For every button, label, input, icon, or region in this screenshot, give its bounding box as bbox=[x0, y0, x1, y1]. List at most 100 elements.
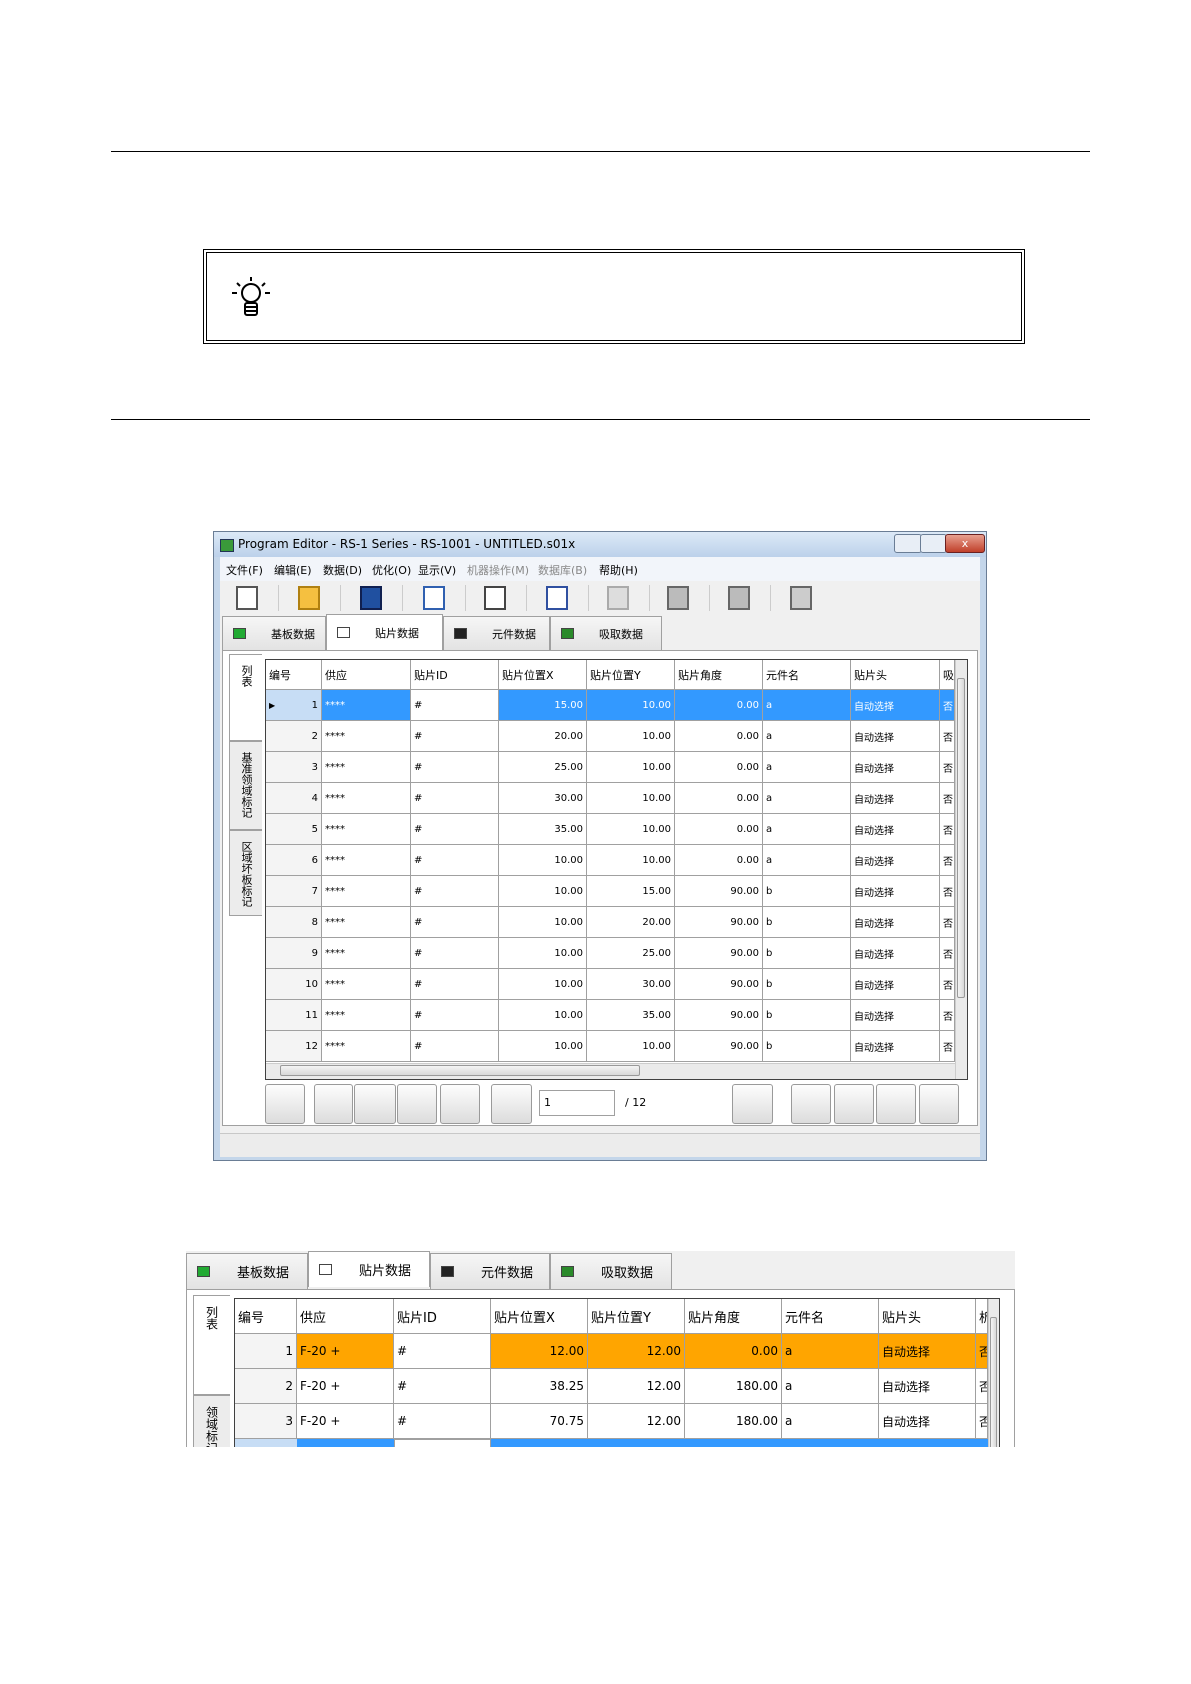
tool-button[interactable] bbox=[236, 586, 258, 610]
v-scroll-thumb[interactable] bbox=[957, 678, 965, 998]
column-header: 贴片位置X bbox=[491, 1299, 588, 1334]
grid-cell: 0.00 bbox=[675, 752, 763, 783]
menu-item[interactable]: 数据(D) bbox=[323, 564, 363, 577]
grid-cell: 0.00 bbox=[675, 690, 763, 721]
row-header: 12 bbox=[266, 1031, 322, 1062]
grid-cell: a bbox=[782, 1404, 879, 1439]
nav-button[interactable] bbox=[876, 1084, 916, 1124]
menu-item[interactable]: 帮助(H) bbox=[599, 564, 638, 577]
menu-item[interactable]: 数据库(B) bbox=[538, 564, 588, 577]
tab[interactable]: 基板数据 bbox=[222, 616, 326, 650]
grid-cell: 90.00 bbox=[675, 938, 763, 969]
grid-cell: 10.00 bbox=[499, 1000, 587, 1031]
tool-button[interactable] bbox=[484, 586, 506, 610]
grid-cell: a bbox=[782, 1334, 879, 1369]
tool-button[interactable] bbox=[546, 586, 568, 610]
tip-icon bbox=[232, 277, 270, 316]
tool-button[interactable] bbox=[423, 586, 445, 610]
grid-cell: 25.00 bbox=[499, 752, 587, 783]
grid-cell: 12.00 bbox=[588, 1404, 685, 1439]
menu-item[interactable]: 显示(V) bbox=[418, 564, 457, 577]
menu-item[interactable]: 文件(F) bbox=[226, 564, 263, 577]
grid-cell: 自动选择 bbox=[851, 969, 940, 1000]
grid-cell: # bbox=[411, 752, 499, 783]
tab[interactable]: 基板数据 bbox=[186, 1253, 308, 1289]
row-header: 2 bbox=[266, 721, 322, 752]
nav-button[interactable] bbox=[791, 1084, 831, 1124]
grid-cell: 90.00 bbox=[675, 1000, 763, 1031]
tab[interactable]: 吸取数据 bbox=[550, 1253, 672, 1289]
tool-button[interactable] bbox=[728, 586, 750, 610]
column-header: 贴片头 bbox=[851, 660, 940, 690]
side-tabs: 列表 领域标记 bbox=[193, 1295, 230, 1447]
tab-icon bbox=[233, 628, 246, 639]
tip-box bbox=[203, 249, 1025, 344]
data-grid: 编号供应贴片ID贴片位置X贴片位置Y贴片角度元件名贴片头析 1F-20 +#12.… bbox=[234, 1298, 1000, 1447]
minimize-button[interactable] bbox=[894, 534, 922, 553]
nav-button[interactable] bbox=[440, 1084, 480, 1124]
side-tab[interactable]: 列表 bbox=[193, 1295, 230, 1395]
grid-cell: 0.00 bbox=[675, 721, 763, 752]
grid-cell: b bbox=[763, 938, 851, 969]
grid-cell: **** bbox=[322, 876, 411, 907]
h-scroll-thumb[interactable] bbox=[280, 1065, 640, 1076]
page-input[interactable]: 1 bbox=[539, 1090, 615, 1116]
tool-button[interactable] bbox=[607, 586, 629, 610]
menu-item[interactable]: 机器操作(M) bbox=[467, 564, 530, 577]
tab[interactable]: 元件数据 bbox=[443, 616, 550, 650]
side-tab[interactable]: 区域坏板标记 bbox=[229, 830, 262, 916]
tab-label: 贴片数据 bbox=[359, 1264, 412, 1279]
row-header: 9 bbox=[266, 938, 322, 969]
tool-button[interactable] bbox=[790, 586, 812, 610]
nav-button[interactable] bbox=[314, 1084, 353, 1124]
grid-cell: 10.00 bbox=[499, 845, 587, 876]
grid-cell: 25.00 bbox=[587, 938, 675, 969]
grid-cell: **** bbox=[322, 938, 411, 969]
side-tab[interactable]: 列表 bbox=[229, 654, 262, 741]
tool-button[interactable] bbox=[360, 586, 382, 610]
nav-button[interactable] bbox=[397, 1084, 437, 1124]
nav-button[interactable] bbox=[265, 1084, 305, 1124]
grid-cell: # bbox=[411, 783, 499, 814]
tool-button[interactable] bbox=[298, 586, 320, 610]
column-header: 贴片ID bbox=[411, 660, 499, 690]
nav-button[interactable] bbox=[732, 1084, 773, 1124]
menu-item[interactable]: 优化(O) bbox=[372, 564, 412, 577]
tab[interactable]: 元件数据 bbox=[430, 1253, 550, 1289]
row-header: 2 bbox=[235, 1369, 297, 1404]
column-header: 析 bbox=[976, 1299, 988, 1334]
column-header: 贴片位置Y bbox=[588, 1299, 685, 1334]
close-button[interactable]: x bbox=[945, 534, 985, 553]
grid-cell: 0.00 bbox=[675, 783, 763, 814]
menu-bar: 文件(F) 编辑(E) 数据(D) 优化(O) 显示(V) 机器操作(M) 数据库(B) 帮助… bbox=[220, 557, 980, 581]
separator bbox=[649, 585, 650, 611]
nav-button[interactable] bbox=[919, 1084, 959, 1124]
nav-button[interactable] bbox=[354, 1084, 396, 1124]
grid-cell: 10.00 bbox=[587, 721, 675, 752]
grid-cell: a bbox=[763, 814, 851, 845]
toolbar bbox=[220, 581, 980, 616]
grid-cell: 20.00 bbox=[587, 907, 675, 938]
v-scroll-thumb[interactable] bbox=[990, 1317, 997, 1447]
menu-item[interactable]: 编辑(E) bbox=[274, 564, 312, 577]
grid-cell: 10.00 bbox=[499, 969, 587, 1000]
row-header: 3 bbox=[235, 1404, 297, 1439]
tab-bar: 基板数据 贴片数据 元件数据 吸取数据 bbox=[186, 1251, 1015, 1289]
tab[interactable]: 贴片数据 bbox=[326, 614, 443, 650]
grid-cell: **** bbox=[322, 1031, 411, 1062]
nav-button[interactable] bbox=[834, 1084, 874, 1124]
side-tab[interactable]: 基准领域标记 bbox=[229, 741, 262, 830]
tab[interactable]: 贴片数据 bbox=[308, 1251, 430, 1287]
separator bbox=[402, 585, 403, 611]
grid-cell: 自动选择 bbox=[851, 752, 940, 783]
nav-button[interactable] bbox=[491, 1084, 532, 1124]
row-header: 7 bbox=[266, 876, 322, 907]
grid-cell: 0.00 bbox=[675, 814, 763, 845]
column-header: 吸 bbox=[940, 660, 955, 690]
maximize-button[interactable] bbox=[920, 534, 947, 553]
grid-cell: 20.00 bbox=[499, 721, 587, 752]
side-tab[interactable]: 领域标记 bbox=[193, 1395, 230, 1447]
tool-button[interactable] bbox=[667, 586, 689, 610]
client-area: 文件(F) 编辑(E) 数据(D) 优化(O) 显示(V) 机器操作(M) 数据库(B) 帮助… bbox=[220, 557, 980, 1157]
tab[interactable]: 吸取数据 bbox=[550, 616, 662, 650]
